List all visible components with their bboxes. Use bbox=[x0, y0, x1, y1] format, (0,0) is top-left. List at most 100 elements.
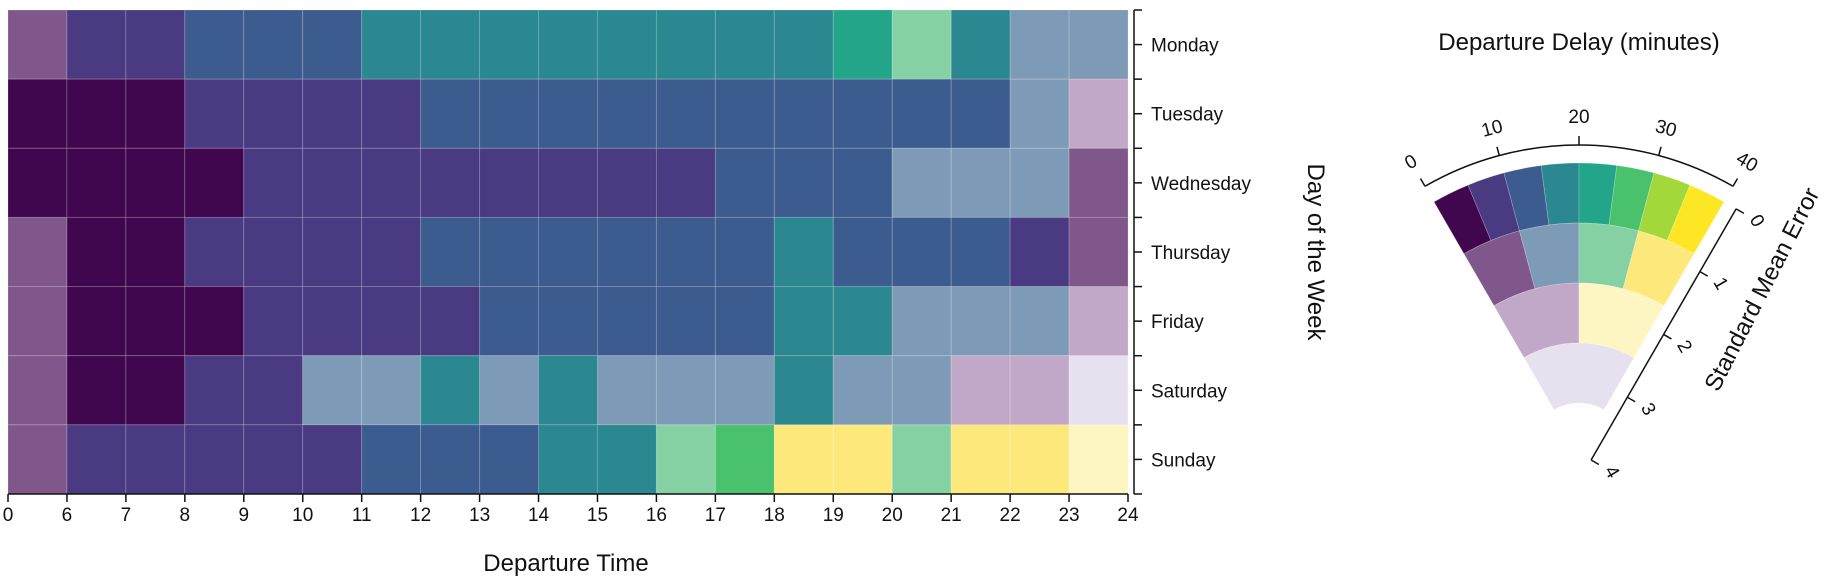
heatmap-cell bbox=[479, 286, 540, 357]
heatmap-cell bbox=[950, 216, 1011, 288]
heatmap-cell bbox=[773, 216, 834, 288]
y-axis-title: Day of the Week bbox=[1302, 164, 1329, 342]
heatmap-cell bbox=[832, 286, 893, 357]
x-tick-label: 15 bbox=[587, 505, 608, 526]
heatmap-cell bbox=[420, 355, 481, 426]
legend-delay-arc bbox=[1424, 144, 1734, 187]
heatmap-cell bbox=[714, 9, 775, 80]
heatmap-cell bbox=[7, 147, 68, 218]
heatmap-cell bbox=[302, 355, 363, 426]
legend-delay-tick bbox=[1657, 146, 1662, 156]
heatmap-cell bbox=[243, 9, 304, 80]
x-axis-title: Departure Time bbox=[483, 550, 648, 577]
heatmap-cell bbox=[125, 286, 186, 357]
legend-uncertainty-tick-label: 2 bbox=[1672, 337, 1695, 357]
heatmap-cell bbox=[950, 147, 1011, 218]
x-tick-label: 13 bbox=[469, 505, 490, 526]
x-tick-label: 10 bbox=[292, 505, 313, 526]
legend-delay-tick bbox=[1732, 178, 1739, 187]
heatmap-cell bbox=[655, 286, 716, 357]
heatmap-cell bbox=[773, 286, 834, 357]
heatmap-cell bbox=[184, 355, 245, 426]
heatmap-cell bbox=[66, 424, 127, 495]
heatmap-cell bbox=[243, 424, 304, 495]
heatmap-cell bbox=[714, 147, 775, 218]
legend-delay-tick-label: 20 bbox=[1568, 107, 1589, 128]
y-tick-label: Thursday bbox=[1151, 243, 1231, 264]
legend-uncertainty-tick-label: 0 bbox=[1745, 211, 1768, 231]
heatmap-cell bbox=[714, 216, 775, 288]
y-axis: Monday Tuesday Wednesday Thursday Friday Satu… bbox=[1133, 9, 1251, 495]
heatmap-cell bbox=[538, 9, 598, 80]
x-tick-label: 11 bbox=[352, 505, 372, 526]
x-tick-label: 24 bbox=[1117, 505, 1139, 526]
heatmap-cell bbox=[361, 424, 422, 495]
legend-wedge-cell bbox=[1523, 342, 1635, 411]
heatmap-cell bbox=[479, 9, 540, 80]
heatmap-cell bbox=[773, 9, 834, 80]
legend-delay-tick bbox=[1419, 178, 1426, 187]
x-tick-label: 18 bbox=[764, 505, 785, 526]
heatmap-cell bbox=[655, 147, 716, 218]
heatmap-cell bbox=[538, 355, 598, 426]
heatmap-cell bbox=[479, 147, 540, 218]
heatmap-cell bbox=[243, 355, 304, 426]
heatmap-cell bbox=[1009, 286, 1070, 357]
heatmap-cell bbox=[184, 286, 245, 357]
heatmap-cell bbox=[7, 355, 68, 426]
heatmap-cell bbox=[655, 424, 716, 495]
x-tick-label: 9 bbox=[239, 505, 250, 526]
heatmap-cell bbox=[479, 355, 540, 426]
heatmap-cell bbox=[596, 78, 657, 149]
heatmap-cell bbox=[950, 286, 1011, 357]
heatmap-cell bbox=[832, 216, 893, 288]
y-tick-label: Wednesday bbox=[1151, 174, 1251, 195]
x-tick-label: 8 bbox=[180, 505, 191, 526]
legend-uncertainty-tick bbox=[1590, 459, 1600, 466]
heatmap-cell bbox=[1068, 9, 1129, 80]
heatmap-cell bbox=[1009, 355, 1070, 426]
heatmap-cell bbox=[1068, 216, 1129, 288]
heatmap-cell bbox=[891, 355, 952, 426]
heatmap-cell bbox=[596, 216, 657, 288]
legend-uncertainty-tick bbox=[1699, 270, 1709, 277]
heatmap-cell bbox=[302, 147, 363, 218]
heatmap-cell bbox=[1068, 355, 1129, 426]
heatmap-cell bbox=[243, 216, 304, 288]
heatmap-cell bbox=[655, 355, 716, 426]
heatmap-cell bbox=[596, 355, 657, 426]
y-tick-label: Monday bbox=[1151, 36, 1219, 57]
heatmap-cell bbox=[184, 424, 245, 495]
heatmap-cell bbox=[302, 78, 363, 149]
legend-delay-tick bbox=[1496, 146, 1501, 156]
heatmap-cell bbox=[832, 78, 893, 149]
heatmap-cell bbox=[773, 147, 834, 218]
heatmap-cell bbox=[1009, 424, 1070, 495]
heatmap-cell bbox=[361, 355, 422, 426]
heatmap-cell bbox=[891, 216, 952, 288]
heatmap-cell bbox=[714, 424, 775, 495]
legend-uncertainty-tick-label: 1 bbox=[1708, 274, 1731, 294]
heatmap-cell bbox=[1068, 424, 1129, 495]
heatmap-cell bbox=[538, 424, 598, 495]
heatmap-cell bbox=[773, 424, 834, 495]
legend-uncertainty-tick bbox=[1663, 333, 1672, 340]
heatmap-cell bbox=[773, 355, 834, 426]
heatmap-cell bbox=[773, 78, 834, 149]
y-tick-label: Sunday bbox=[1151, 450, 1216, 471]
heatmap-cell bbox=[184, 147, 245, 218]
x-axis: 0 6 7 8 9 10 11 12 13 14 15 16 17 18 19 20 21 22 23 24 bbox=[3, 493, 1139, 526]
legend-delay-tick-label: 0 bbox=[1401, 151, 1421, 174]
legend-wedges bbox=[1433, 162, 1725, 411]
heatmap-cell bbox=[7, 78, 68, 149]
heatmap-cell bbox=[950, 78, 1011, 149]
heatmap-cell bbox=[420, 424, 481, 495]
heatmap-cell bbox=[7, 9, 68, 80]
heatmap-cell bbox=[596, 424, 657, 495]
heatmap-cell bbox=[950, 424, 1011, 495]
heatmap-cell bbox=[125, 216, 186, 288]
heatmap-cell bbox=[596, 9, 657, 80]
heatmap-cell bbox=[66, 9, 127, 80]
heatmap-cell bbox=[1009, 147, 1070, 218]
